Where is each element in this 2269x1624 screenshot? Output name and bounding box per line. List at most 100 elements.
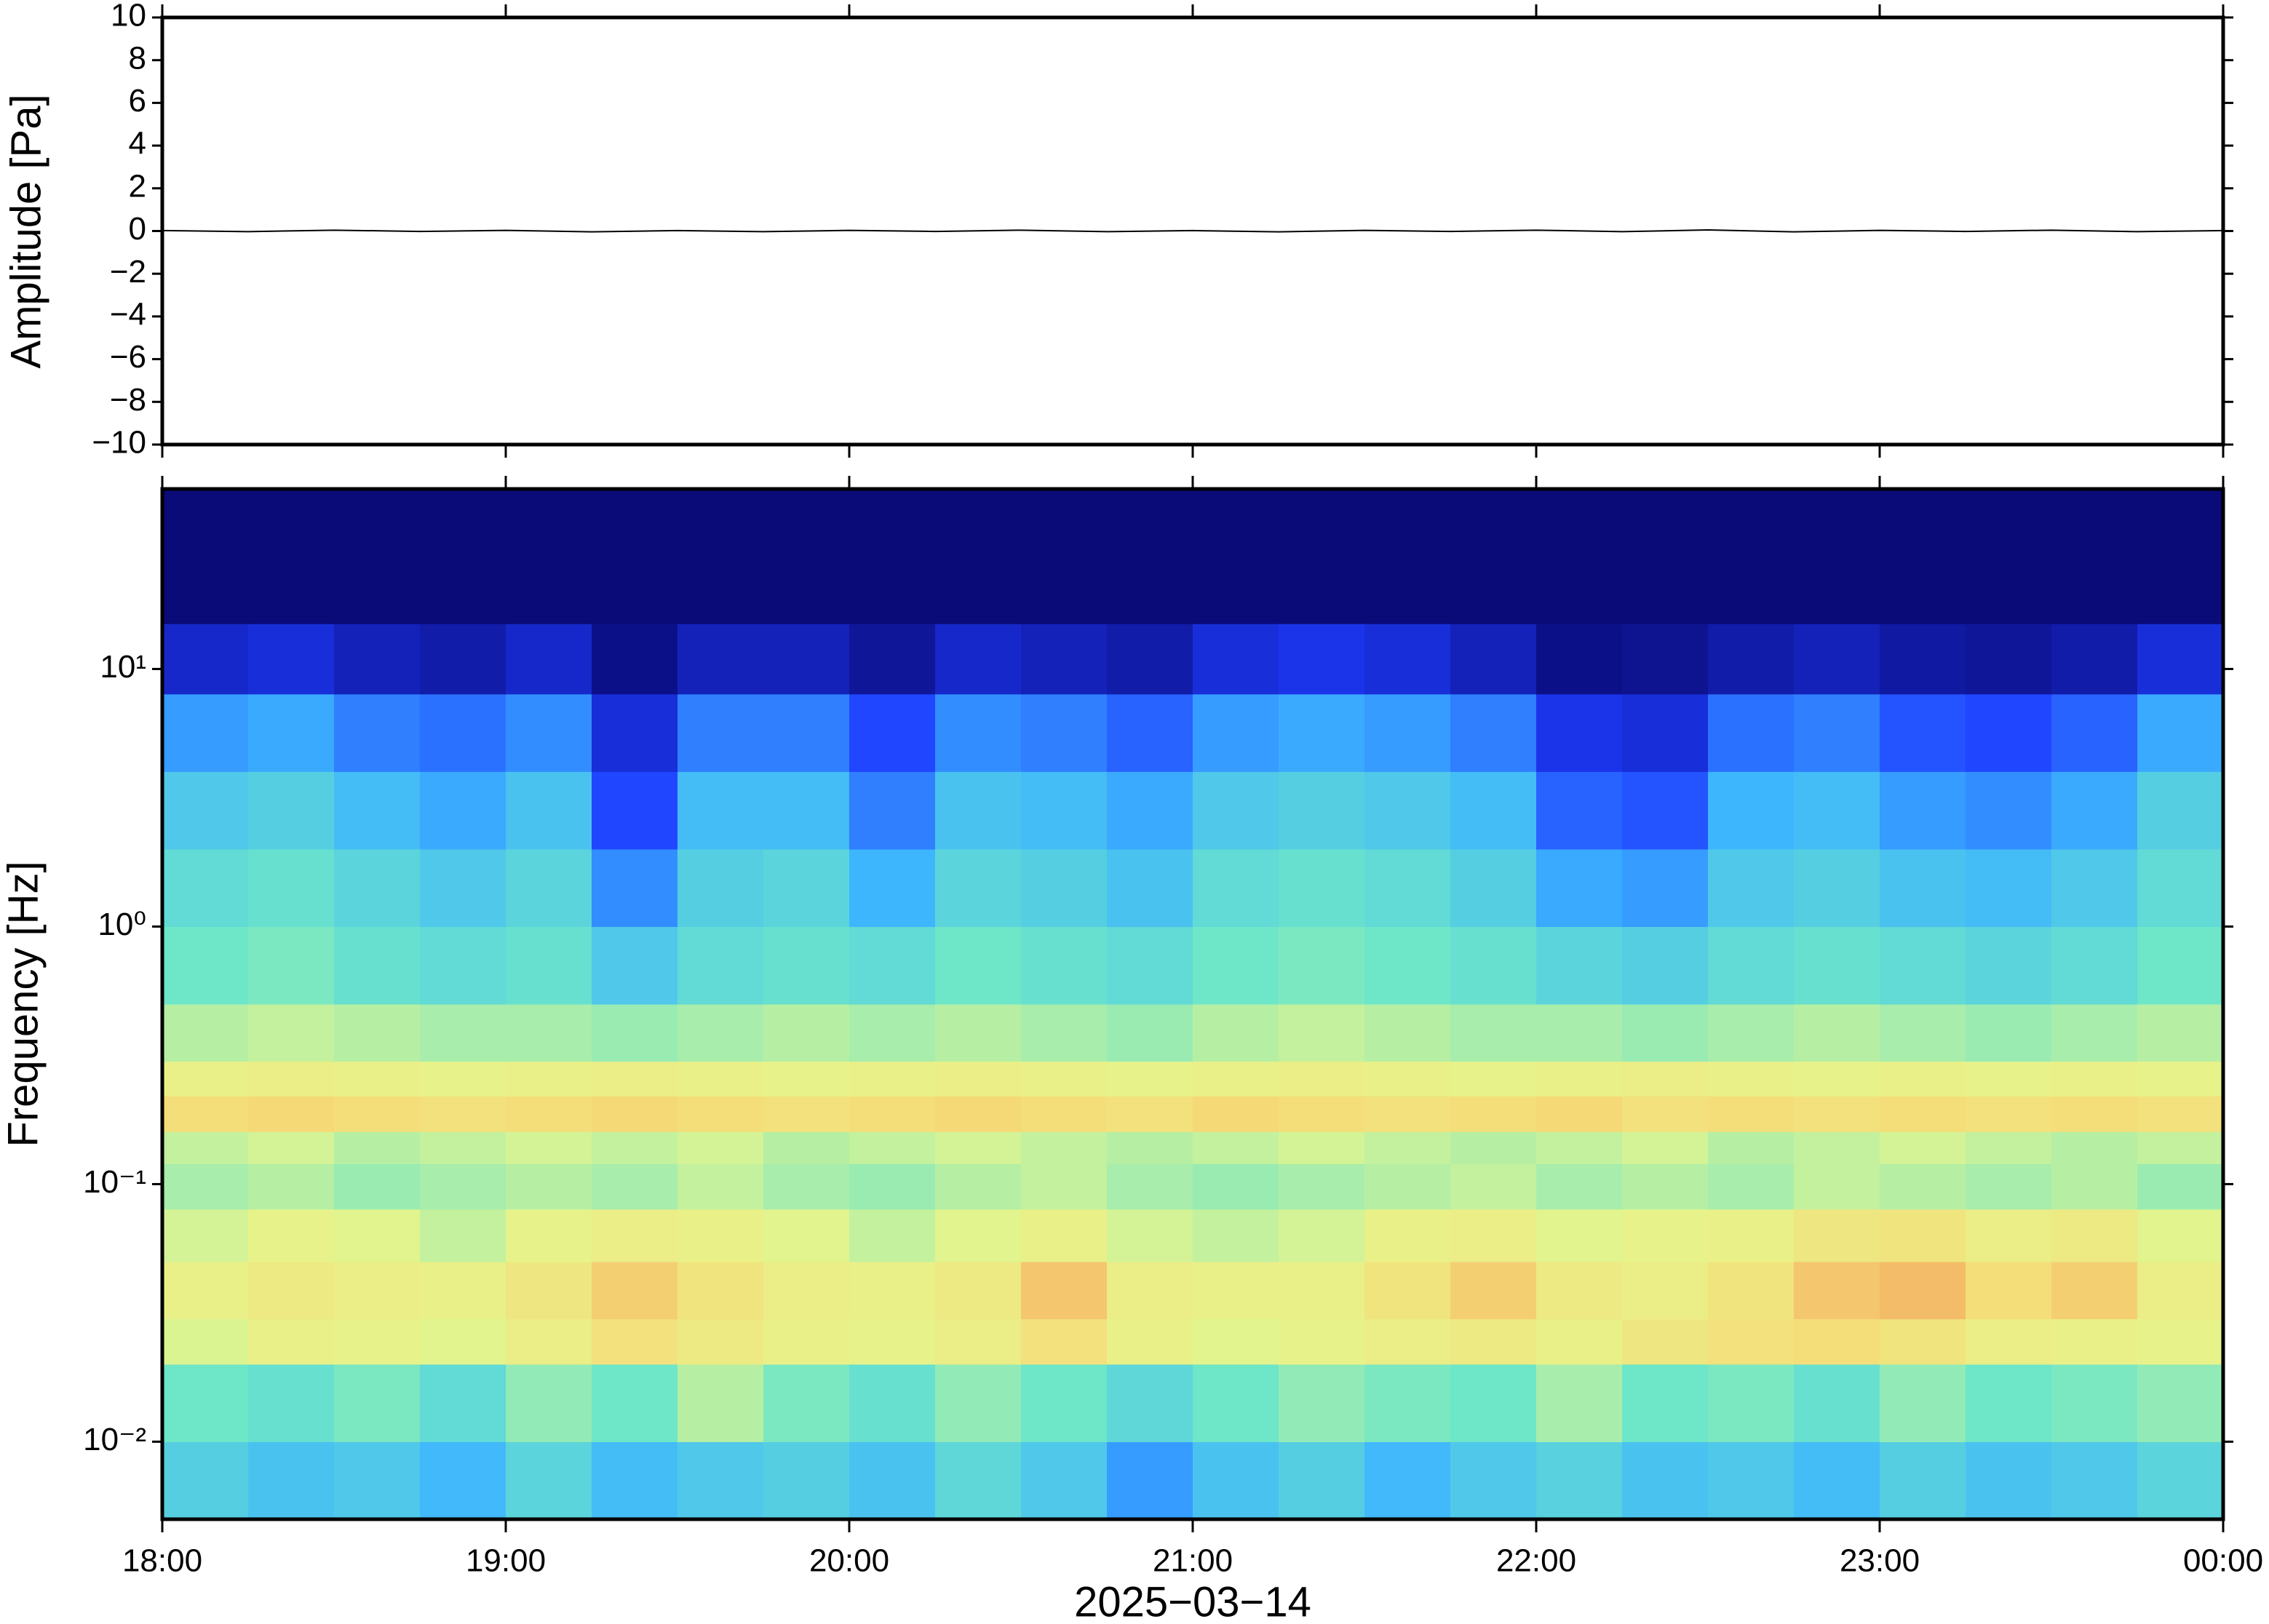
spectrogram-cell	[1880, 1262, 1966, 1320]
y-tick-label: 8	[129, 40, 146, 76]
spectrogram-cell	[1279, 1364, 1365, 1443]
spectrogram-cell	[162, 1096, 249, 1132]
spectrogram-cell	[935, 1061, 1022, 1096]
spectrogram-cell	[2051, 1004, 2138, 1062]
spectrogram-cell	[2051, 1209, 2138, 1262]
spectrogram-cell	[2051, 1163, 2138, 1210]
spectrogram-cell	[677, 1318, 764, 1365]
spectrogram-cell	[2051, 624, 2138, 695]
y-tick-label: 6	[129, 83, 146, 119]
spectrogram-cell	[1107, 1131, 1193, 1165]
spectrogram-cell	[2137, 1061, 2224, 1096]
spectrogram-cell	[1622, 1096, 1709, 1132]
spectrogram-cell	[162, 1318, 249, 1365]
spectrogram-cell	[1708, 1441, 1795, 1520]
spectrogram-cell	[162, 1163, 249, 1210]
spectrogram-cell	[1450, 1061, 1537, 1096]
spectrogram-cell	[1193, 1163, 1279, 1210]
spectrogram-cell	[677, 1262, 764, 1320]
spectrogram-cell	[2051, 1061, 2138, 1096]
spectrogram-cell	[849, 1441, 936, 1520]
spectrogram-cell	[1193, 1131, 1279, 1165]
spectrogram-cell	[1966, 1209, 2052, 1262]
spectrogram-cell	[420, 1096, 506, 1132]
spectrogram-cell	[1794, 1318, 1880, 1365]
spectrogram-cell	[592, 848, 678, 928]
spectrogram-cell	[1107, 1061, 1193, 1096]
spectrogram-cell	[1107, 1318, 1193, 1365]
spectrogram-cell	[1193, 624, 1279, 695]
spectrogram-cell	[2137, 926, 2224, 1005]
spectrogram-cell	[420, 1364, 506, 1443]
spectrogram-cell	[1536, 771, 1623, 850]
x-tick-label: 20:00	[809, 1543, 889, 1579]
spectrogram-cell	[1708, 1262, 1795, 1320]
spectrogram-cell	[1107, 693, 1193, 772]
spectrogram-cell	[334, 926, 421, 1005]
spectrogram-cell	[1536, 1163, 1623, 1210]
spectrogram-cell	[2051, 1262, 2138, 1320]
spectrogram-cell	[1794, 1163, 1880, 1210]
spectrogram-cell	[506, 1209, 592, 1262]
spectrogram-cell	[1450, 1096, 1537, 1132]
spectrogram-cell	[1021, 848, 1108, 928]
spectrogram-cell	[1279, 1441, 1365, 1520]
spectrogram-cell	[849, 848, 936, 928]
spectrogram-cell	[248, 1209, 335, 1262]
spectrogram-cell	[334, 1163, 421, 1210]
spectrogram-cell	[162, 1209, 249, 1262]
spectrogram-cell	[1794, 693, 1880, 772]
spectrogram-cell	[1193, 771, 1279, 850]
spectrogram-cell	[2137, 1262, 2224, 1320]
spectrogram-cell	[1622, 926, 1709, 1005]
y-tick-label: −10	[92, 425, 146, 461]
spectrogram-cell	[763, 926, 850, 1005]
spectrogram-cell	[1450, 1262, 1537, 1320]
y-tick-label: −8	[110, 382, 146, 418]
spectrogram-cell	[1364, 1318, 1451, 1365]
y-tick-label: −4	[110, 297, 146, 333]
spectrogram-cell	[763, 1131, 850, 1165]
spectrogram-cell	[1880, 926, 1966, 1005]
spectrogram-cell	[1536, 1209, 1623, 1262]
spectrogram-cell	[1880, 693, 1966, 772]
spectrogram-cell	[1107, 1163, 1193, 1210]
spectrogram-cell	[1880, 489, 1966, 624]
spectrogram-cell	[935, 1096, 1022, 1132]
spectrogram-cell	[1450, 489, 1537, 624]
spectrogram-cell	[1021, 1364, 1108, 1443]
spectrogram-cell	[1794, 926, 1880, 1005]
spectrogram-cell	[763, 1004, 850, 1062]
spectrogram-cell	[1622, 1131, 1709, 1165]
spectrogram-cell	[1794, 848, 1880, 928]
spectrogram-cell	[420, 1262, 506, 1320]
spectrogram-cell	[1021, 693, 1108, 772]
spectrogram-cell	[935, 1318, 1022, 1365]
spectrogram-cell	[2137, 693, 2224, 772]
spectrogram-cell	[1107, 1209, 1193, 1262]
spectrogram-cell	[1708, 1318, 1795, 1365]
spectrogram-cell	[334, 1096, 421, 1132]
spectrogram-cell	[1450, 926, 1537, 1005]
spectrogram-cell	[1880, 1441, 1966, 1520]
spectrogram-cell	[1279, 1262, 1365, 1320]
waveform	[162, 229, 2224, 233]
spectrogram-cell	[1966, 1441, 2052, 1520]
spectrogram-cell	[1880, 1131, 1966, 1165]
spectrogram-cell	[248, 1004, 335, 1062]
spectrogram-cell	[1880, 1004, 1966, 1062]
spectrogram-cell	[592, 1364, 678, 1443]
spectrogram-cell	[334, 1318, 421, 1365]
spectrogram-cell	[248, 1364, 335, 1443]
spectrogram-cell	[1794, 1096, 1880, 1132]
spectrogram-cell	[1021, 1096, 1108, 1132]
spectrogram-cell	[506, 1096, 592, 1132]
spectrogram-cell	[1536, 848, 1623, 928]
y-tick-label: −6	[110, 339, 146, 375]
spectrogram-cell	[1021, 1131, 1108, 1165]
spectrogram-cell	[1794, 1004, 1880, 1062]
spectrogram-cell	[1708, 771, 1795, 850]
spectrogram-cell	[162, 1061, 249, 1096]
spectrogram-cell	[935, 1131, 1022, 1165]
